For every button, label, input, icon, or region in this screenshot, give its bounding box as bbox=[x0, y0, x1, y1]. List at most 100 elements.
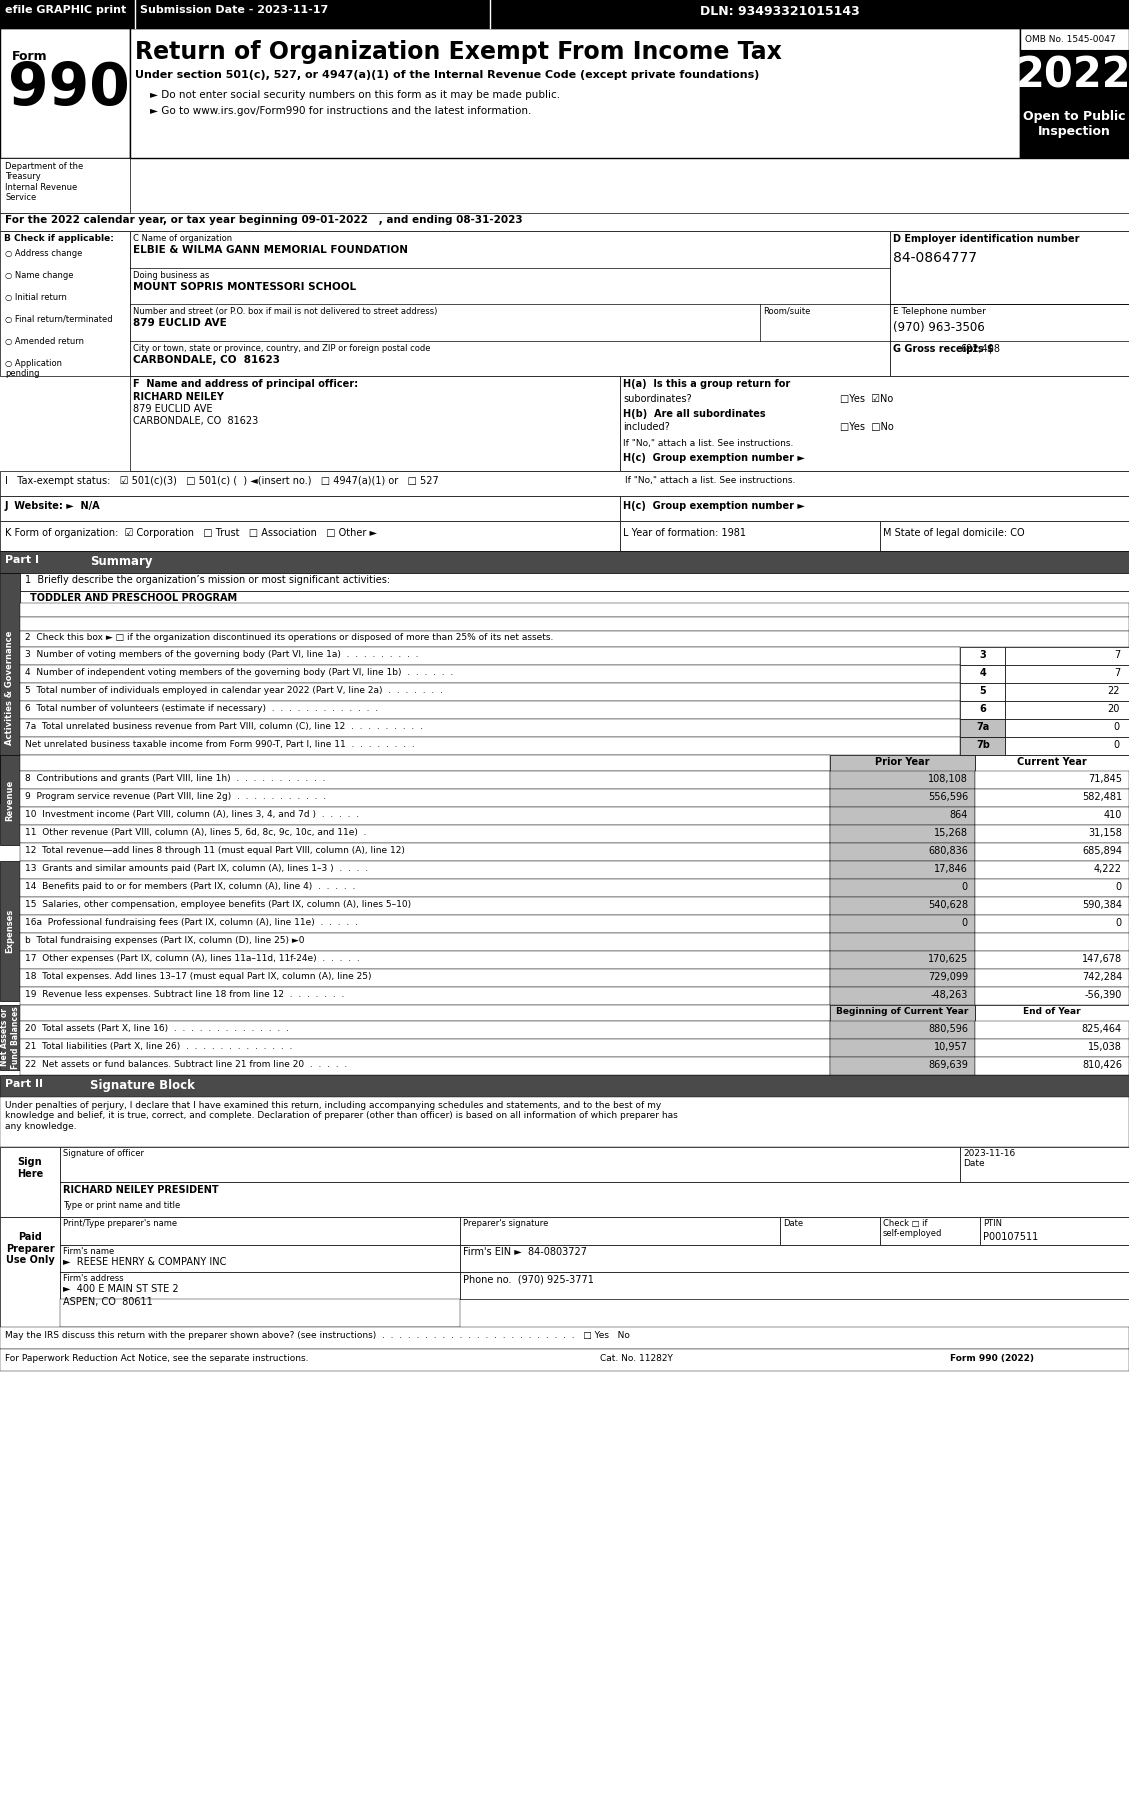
Text: 17,846: 17,846 bbox=[934, 863, 968, 874]
Text: ○ Name change: ○ Name change bbox=[5, 270, 73, 279]
Bar bbox=[0, 158, 130, 212]
Bar bbox=[0, 1350, 1129, 1371]
Text: subordinates?: subordinates? bbox=[623, 394, 692, 405]
Text: D Employer identification number: D Employer identification number bbox=[893, 234, 1079, 245]
Bar bbox=[60, 1217, 460, 1244]
Bar bbox=[830, 771, 975, 789]
Bar bbox=[0, 1005, 20, 1070]
Text: Paid
Preparer
Use Only: Paid Preparer Use Only bbox=[6, 1232, 54, 1264]
Text: End of Year: End of Year bbox=[1023, 1007, 1080, 1016]
Bar bbox=[975, 844, 1129, 862]
Bar bbox=[20, 684, 960, 700]
Text: 15  Salaries, other compensation, employee benefits (Part IX, column (A), lines : 15 Salaries, other compensation, employe… bbox=[25, 900, 411, 909]
Text: Doing business as: Doing business as bbox=[133, 270, 209, 279]
Text: ○ Amended return: ○ Amended return bbox=[5, 337, 84, 346]
Text: ►  400 E MAIN ST STE 2: ► 400 E MAIN ST STE 2 bbox=[63, 1284, 178, 1293]
Bar bbox=[0, 27, 130, 158]
Text: Firm's address: Firm's address bbox=[63, 1273, 123, 1282]
Bar bbox=[20, 789, 830, 807]
Text: □Yes  □No: □Yes □No bbox=[840, 423, 894, 432]
Bar bbox=[960, 736, 1005, 755]
Text: 5  Total number of individuals employed in calendar year 2022 (Part V, line 2a) : 5 Total number of individuals employed i… bbox=[25, 686, 443, 695]
Text: ELBIE & WILMA GANN MEMORIAL FOUNDATION: ELBIE & WILMA GANN MEMORIAL FOUNDATION bbox=[133, 245, 408, 256]
Bar bbox=[1019, 51, 1129, 105]
Text: 4,222: 4,222 bbox=[1094, 863, 1122, 874]
Bar bbox=[20, 1021, 830, 1039]
Text: 21  Total liabilities (Part X, line 26)  .  .  .  .  .  .  .  .  .  .  .  .  .: 21 Total liabilities (Part X, line 26) .… bbox=[25, 1041, 292, 1050]
Text: RICHARD NEILEY PRESIDENT: RICHARD NEILEY PRESIDENT bbox=[63, 1185, 219, 1195]
Text: CARBONDALE, CO  81623: CARBONDALE, CO 81623 bbox=[133, 415, 259, 426]
Bar bbox=[20, 617, 1129, 631]
Text: 10,957: 10,957 bbox=[934, 1041, 968, 1052]
Text: Revenue: Revenue bbox=[6, 780, 15, 820]
Bar bbox=[460, 1272, 1129, 1299]
Text: 864: 864 bbox=[949, 811, 968, 820]
Bar bbox=[60, 1183, 1129, 1217]
Text: Form 990 (2022): Form 990 (2022) bbox=[949, 1353, 1034, 1362]
Bar bbox=[975, 1039, 1129, 1058]
Text: 4  Number of independent voting members of the governing body (Part VI, line 1b): 4 Number of independent voting members o… bbox=[25, 668, 453, 677]
Bar bbox=[20, 648, 960, 666]
Text: -56,390: -56,390 bbox=[1085, 990, 1122, 1000]
Text: 0: 0 bbox=[1114, 722, 1120, 733]
Text: -48,263: -48,263 bbox=[930, 990, 968, 1000]
Bar bbox=[1019, 105, 1129, 158]
Bar bbox=[830, 914, 975, 932]
Bar bbox=[20, 914, 830, 932]
Text: 19  Revenue less expenses. Subtract line 18 from line 12  .  .  .  .  .  .  .: 19 Revenue less expenses. Subtract line … bbox=[25, 990, 344, 1000]
Bar bbox=[0, 1146, 60, 1217]
Bar bbox=[830, 1039, 975, 1058]
Text: 22: 22 bbox=[1108, 686, 1120, 697]
Text: 4: 4 bbox=[980, 668, 987, 678]
Text: Sign
Here: Sign Here bbox=[17, 1157, 43, 1179]
Text: 108,108: 108,108 bbox=[928, 775, 968, 784]
Bar bbox=[460, 1217, 780, 1244]
Text: Return of Organization Exempt From Income Tax: Return of Organization Exempt From Incom… bbox=[135, 40, 782, 63]
Text: □Yes  ☑No: □Yes ☑No bbox=[840, 394, 893, 405]
Text: 170,625: 170,625 bbox=[928, 954, 968, 963]
Bar bbox=[830, 932, 975, 951]
Bar bbox=[975, 969, 1129, 987]
Bar bbox=[20, 896, 830, 914]
Bar bbox=[830, 1021, 975, 1039]
Bar bbox=[0, 862, 20, 1001]
Text: Number and street (or P.O. box if mail is not delivered to street address): Number and street (or P.O. box if mail i… bbox=[133, 307, 437, 316]
Bar bbox=[20, 880, 830, 896]
Text: May the IRS discuss this return with the preparer shown above? (see instructions: May the IRS discuss this return with the… bbox=[5, 1331, 630, 1341]
Text: 6: 6 bbox=[980, 704, 987, 715]
Bar bbox=[890, 230, 1129, 305]
Text: 0: 0 bbox=[1115, 918, 1122, 929]
Bar bbox=[830, 755, 975, 771]
Text: 879 EUCLID AVE: 879 EUCLID AVE bbox=[133, 317, 227, 328]
Text: Preparer's signature: Preparer's signature bbox=[463, 1219, 549, 1228]
Text: 880,596: 880,596 bbox=[928, 1023, 968, 1034]
Bar bbox=[975, 1021, 1129, 1039]
Bar bbox=[975, 862, 1129, 880]
Text: Net unrelated business taxable income from Form 990-T, Part I, line 11  .  .  . : Net unrelated business taxable income fr… bbox=[25, 740, 414, 749]
Bar bbox=[975, 914, 1129, 932]
Text: Expenses: Expenses bbox=[6, 909, 15, 952]
Text: Under section 501(c), 527, or 4947(a)(1) of the Internal Revenue Code (except pr: Under section 501(c), 527, or 4947(a)(1)… bbox=[135, 71, 760, 80]
Text: Under penalties of perjury, I declare that I have examined this return, includin: Under penalties of perjury, I declare th… bbox=[5, 1101, 677, 1130]
Bar bbox=[620, 375, 1129, 472]
Bar bbox=[975, 825, 1129, 844]
Bar bbox=[0, 1217, 60, 1328]
Text: 11  Other revenue (Part VIII, column (A), lines 5, 6d, 8c, 9c, 10c, and 11e)  .: 11 Other revenue (Part VIII, column (A),… bbox=[25, 827, 367, 836]
Bar bbox=[130, 375, 620, 472]
Text: 20: 20 bbox=[1108, 704, 1120, 715]
Bar bbox=[830, 987, 975, 1005]
Text: TODDLER AND PRESCHOOL PROGRAM: TODDLER AND PRESCHOOL PROGRAM bbox=[30, 593, 237, 602]
Bar bbox=[60, 1272, 460, 1299]
Text: PTIN: PTIN bbox=[983, 1219, 1003, 1228]
Text: K Form of organization:  ☑ Corporation   □ Trust   □ Association   □ Other ►: K Form of organization: ☑ Corporation □ … bbox=[5, 528, 377, 539]
Text: P00107511: P00107511 bbox=[983, 1232, 1039, 1243]
Bar bbox=[20, 951, 830, 969]
Bar bbox=[830, 807, 975, 825]
Text: 31,158: 31,158 bbox=[1088, 827, 1122, 838]
Bar bbox=[20, 807, 830, 825]
Text: 9  Program service revenue (Part VIII, line 2g)  .  .  .  .  .  .  .  .  .  .  .: 9 Program service revenue (Part VIII, li… bbox=[25, 793, 326, 802]
Text: 71,845: 71,845 bbox=[1088, 775, 1122, 784]
Text: H(b)  Are all subordinates: H(b) Are all subordinates bbox=[623, 408, 765, 419]
Text: Signature Block: Signature Block bbox=[90, 1079, 195, 1092]
Text: 147,678: 147,678 bbox=[1082, 954, 1122, 963]
